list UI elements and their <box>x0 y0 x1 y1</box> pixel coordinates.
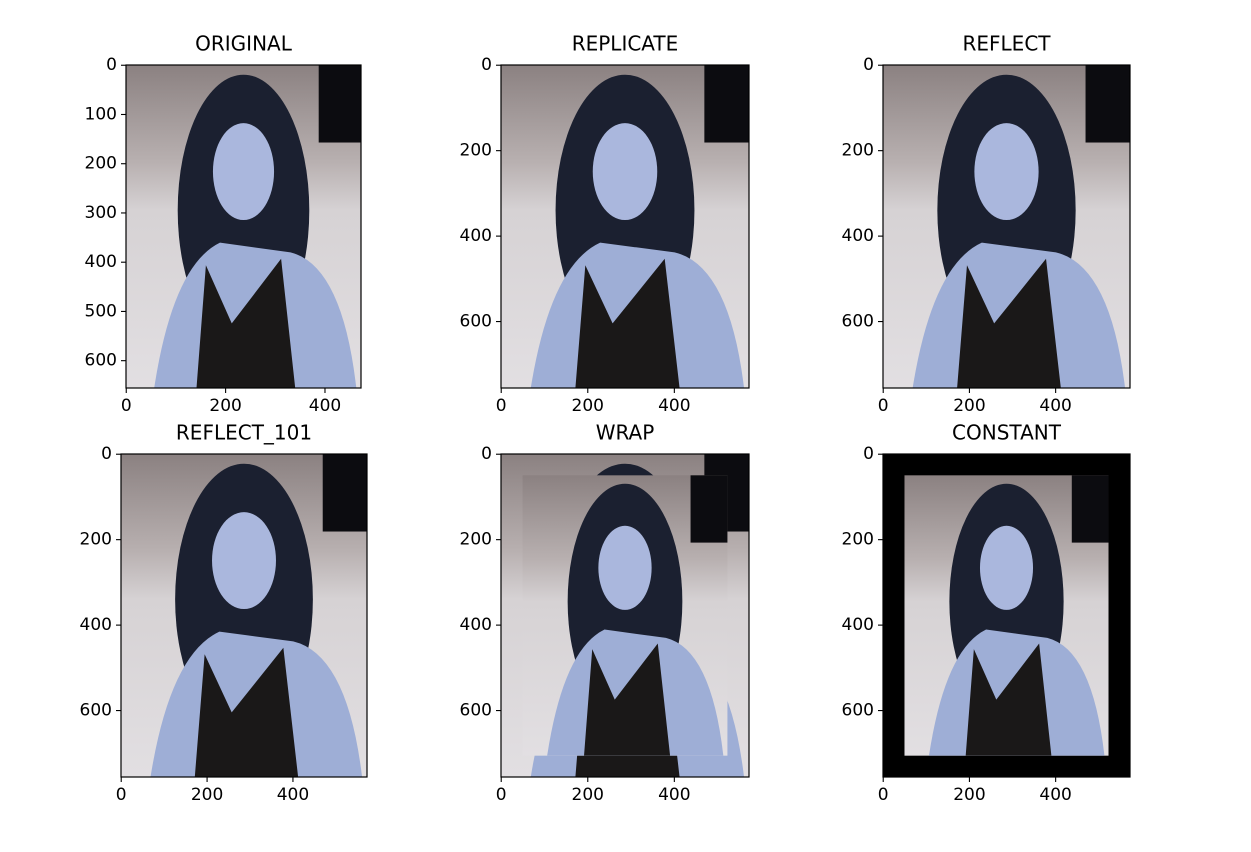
x-tick-label: 200 <box>209 396 241 416</box>
y-tick-label: 400 <box>80 615 112 635</box>
y-tick-label: 600 <box>80 701 112 721</box>
photo-face <box>598 525 652 610</box>
y-tick-label: 0 <box>101 444 112 464</box>
axes-frame <box>125 64 362 389</box>
y-tick-label: 200 <box>460 530 492 550</box>
photo-dark-corner <box>704 65 749 143</box>
photo-dress <box>194 647 299 777</box>
y-tick-label: 200 <box>842 530 874 550</box>
photo-dark-corner <box>690 475 728 543</box>
photo-face <box>212 123 275 221</box>
photo-dark-corner <box>318 65 361 143</box>
y-tick-label: 100 <box>85 104 117 124</box>
x-tick-label: 400 <box>277 785 309 805</box>
axes-title: REFLECT <box>963 32 1052 56</box>
photo-dress <box>584 643 671 756</box>
x-tick-label: 0 <box>496 396 507 416</box>
axes-frame <box>120 453 368 778</box>
axes-frame <box>500 64 750 389</box>
image <box>501 454 749 777</box>
axes-title: REFLECT_101 <box>176 421 312 445</box>
x-tick-label: 200 <box>953 396 985 416</box>
x-tick-label: 200 <box>572 396 604 416</box>
photo-dress <box>957 258 1061 388</box>
photo-face <box>592 123 658 221</box>
axes-frame <box>500 453 750 778</box>
image <box>501 65 749 388</box>
x-tick-label: 0 <box>116 785 127 805</box>
y-tick-label: 0 <box>481 55 492 75</box>
y-tick-label: 400 <box>460 615 492 635</box>
x-tick-label: 0 <box>121 396 132 416</box>
image <box>883 454 1130 777</box>
y-tick-label: 600 <box>842 312 874 332</box>
x-tick-label: 400 <box>1039 785 1071 805</box>
y-tick-label: 200 <box>460 141 492 161</box>
x-tick-label: 200 <box>191 785 223 805</box>
y-tick-label: 300 <box>85 203 117 223</box>
y-tick-label: 400 <box>842 226 874 246</box>
y-tick-label: 0 <box>106 55 117 75</box>
axes-title: WRAP <box>596 421 655 445</box>
y-tick-label: 0 <box>481 444 492 464</box>
photo-dress <box>196 258 296 388</box>
y-tick-label: 400 <box>842 615 874 635</box>
x-tick-label: 0 <box>878 785 889 805</box>
x-tick-label: 200 <box>953 785 985 805</box>
photo-face <box>974 123 1039 221</box>
x-tick-label: 400 <box>658 396 690 416</box>
y-tick-label: 400 <box>460 226 492 246</box>
y-tick-label: 600 <box>460 312 492 332</box>
y-tick-label: 200 <box>842 141 874 161</box>
photo-face <box>212 512 276 610</box>
y-tick-label: 500 <box>85 301 117 321</box>
x-tick-label: 400 <box>1039 396 1071 416</box>
y-tick-label: 0 <box>863 55 874 75</box>
y-tick-label: 600 <box>460 701 492 721</box>
photo-dark-corner <box>322 454 367 532</box>
image <box>121 454 367 777</box>
axes-title: REPLICATE <box>572 32 679 56</box>
y-tick-label: 600 <box>85 351 117 371</box>
photo-dark-corner <box>1085 65 1130 143</box>
photo-dress <box>575 258 680 388</box>
y-tick-label: 400 <box>85 252 117 272</box>
y-tick-label: 600 <box>842 701 874 721</box>
axes-title: CONSTANT <box>952 421 1062 445</box>
x-tick-label: 200 <box>572 785 604 805</box>
x-tick-label: 0 <box>496 785 507 805</box>
axes-title: ORIGINAL <box>195 32 293 56</box>
y-tick-label: 200 <box>80 530 112 550</box>
axes-frame <box>882 64 1131 389</box>
photo-dress <box>965 643 1052 756</box>
image <box>883 65 1130 388</box>
y-tick-label: 0 <box>863 444 874 464</box>
image <box>126 65 361 388</box>
x-tick-label: 0 <box>878 396 889 416</box>
photo-dark-corner <box>1071 475 1109 543</box>
x-tick-label: 400 <box>309 396 341 416</box>
x-tick-label: 400 <box>658 785 690 805</box>
photo-face <box>979 525 1034 610</box>
axes-frame <box>882 453 1131 778</box>
y-tick-label: 200 <box>85 154 117 174</box>
